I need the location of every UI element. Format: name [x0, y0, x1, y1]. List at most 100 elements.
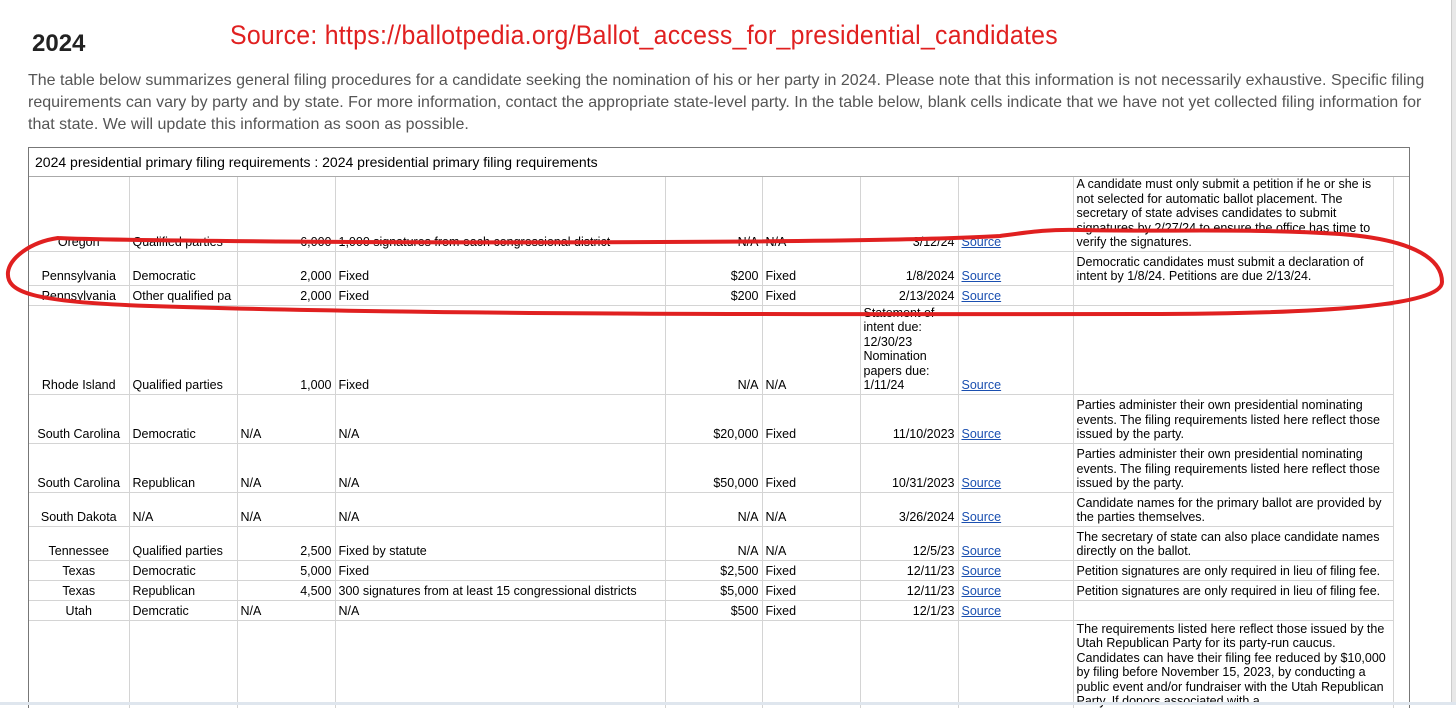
- fee-type-cell: Fixed: [762, 600, 861, 621]
- filing-fee-cell: N/A: [665, 305, 763, 395]
- state-cell: Texas: [29, 580, 130, 601]
- signature-method-cell: 2,000: [237, 285, 336, 306]
- source-link-cell: Source: [958, 285, 1074, 306]
- signature-method-cell: 6,000: [237, 177, 336, 252]
- section-heading: 2024: [32, 30, 86, 57]
- party-cell: Democratic: [129, 251, 238, 286]
- fee-type-cell: N/A: [762, 305, 861, 395]
- source-link[interactable]: Source: [961, 476, 1002, 490]
- state-cell: [29, 620, 130, 708]
- source-link-cell: Source: [958, 526, 1074, 561]
- deadline-cell: 12/5/23: [860, 526, 959, 561]
- table-row: The requirements listed here reflect tho…: [29, 620, 1394, 708]
- source-link-cell: Source: [958, 305, 1074, 395]
- filing-fee-cell: $2,500: [665, 560, 763, 581]
- deadline-cell: 10/31/2023: [860, 443, 959, 493]
- signature-type-cell: 300 signatures from at least 15 congress…: [335, 580, 666, 601]
- fee-type-cell: N/A: [762, 177, 861, 252]
- table-row: South Dakota N/A N/A N/A N/A N/A 3/26/2024 Sour…: [29, 492, 1394, 527]
- source-link-cell: Source: [958, 251, 1074, 286]
- table-row: Texas Republican 4,500 300 signatures from …: [29, 580, 1394, 601]
- table-row: Utah Demcratic N/A N/A $500 Fixed 12/1/23 Sourc…: [29, 600, 1394, 621]
- fee-type-cell: [762, 620, 861, 708]
- deadline-cell: 3/26/2024: [860, 492, 959, 527]
- deadline-cell: 3/12/24: [860, 177, 959, 252]
- bottom-border: [0, 702, 1456, 705]
- signature-type-cell: N/A: [335, 600, 666, 621]
- notes-cell: Petition signatures are only required in…: [1073, 580, 1394, 601]
- signature-method-cell: 1,000: [237, 305, 336, 395]
- signature-count: 2,500: [300, 544, 332, 558]
- deadline-cell: 12/11/23: [860, 560, 959, 581]
- state-cell: Pennsylvania: [29, 251, 130, 286]
- table-row: Pennsylvania Other qualified pa 2,000 Fixed…: [29, 285, 1394, 306]
- fee-type-cell: Fixed: [762, 443, 861, 493]
- party-cell: Republican: [129, 580, 238, 601]
- fee-type-cell: Fixed: [762, 285, 861, 306]
- scrollbar[interactable]: [1451, 0, 1456, 705]
- state-cell: Tennessee: [29, 526, 130, 561]
- signature-na: N/A: [240, 510, 262, 524]
- filing-fee-cell: $50,000: [665, 443, 763, 493]
- source-link[interactable]: Source: [961, 269, 1002, 283]
- deadline-cell: 1/8/2024: [860, 251, 959, 286]
- source-link[interactable]: Source: [961, 544, 1002, 558]
- deadline-cell: 12/1/23: [860, 600, 959, 621]
- party-cell: [129, 620, 238, 708]
- notes-cell: [1073, 305, 1394, 395]
- filing-fee-cell: $200: [665, 285, 763, 306]
- filing-fee-cell: $5,000: [665, 580, 763, 601]
- source-link-cell: Source: [958, 177, 1074, 252]
- table-row: Tennessee Qualified parties 2,500 Fixed by …: [29, 526, 1394, 561]
- table-row: Texas Democratic 5,000 Fixed $2,500 Fixed 12/1…: [29, 560, 1394, 581]
- signature-count: 1,000: [300, 378, 332, 392]
- source-link[interactable]: Source: [961, 564, 1002, 578]
- deadline-cell: [860, 620, 959, 708]
- table-row: South Carolina Republican N/A N/A $50,000 Fix…: [29, 443, 1394, 493]
- fee-type-cell: Fixed: [762, 580, 861, 601]
- source-link[interactable]: Source: [961, 510, 1002, 524]
- state-cell: Oregon: [29, 177, 130, 252]
- source-link[interactable]: Source: [961, 604, 1002, 618]
- signature-type-cell: 1,000 signatures from each congressional…: [335, 177, 666, 252]
- fee-type-cell: N/A: [762, 492, 861, 527]
- notes-cell: Parties administer their own presidentia…: [1073, 394, 1394, 444]
- signature-type-cell: Fixed: [335, 560, 666, 581]
- signature-method-cell: 5,000: [237, 560, 336, 581]
- fee-type-cell: N/A: [762, 526, 861, 561]
- source-annotation: Source: https://ballotpedia.org/Ballot_a…: [230, 20, 1058, 50]
- deadline-cell: 11/10/2023: [860, 394, 959, 444]
- filing-fee-cell: [665, 620, 763, 708]
- signature-count: 2,000: [300, 289, 332, 303]
- notes-cell: The requirements listed here reflect tho…: [1073, 620, 1394, 708]
- table-row: South Carolina Democratic N/A N/A $20,000 Fix…: [29, 394, 1394, 444]
- source-link[interactable]: Source: [961, 378, 1002, 392]
- state-cell: South Carolina: [29, 443, 130, 493]
- signature-type-cell: N/A: [335, 492, 666, 527]
- data-table: Oregon Qualified parties 6,000 1,000 signat…: [29, 177, 1394, 708]
- source-link-cell: Source: [958, 443, 1074, 493]
- signature-count: 2,000: [300, 269, 332, 283]
- source-link[interactable]: Source: [961, 235, 1002, 249]
- party-cell: Qualified parties: [129, 526, 238, 561]
- signature-method-cell: N/A: [237, 492, 336, 527]
- table-row: Pennsylvania Democratic 2,000 Fixed $200 Fixe…: [29, 251, 1394, 286]
- state-cell: Utah: [29, 600, 130, 621]
- source-link-cell: Source: [958, 492, 1074, 527]
- notes-cell: Parties administer their own presidentia…: [1073, 443, 1394, 493]
- deadline-cell: Statement of intent due: 12/30/23 Nomina…: [860, 305, 959, 395]
- source-link[interactable]: Source: [961, 584, 1002, 598]
- notes-cell: [1073, 285, 1394, 306]
- source-link-cell: Source: [958, 600, 1074, 621]
- signature-method-cell: 2,500: [237, 526, 336, 561]
- source-link[interactable]: Source: [961, 289, 1002, 303]
- signature-count: 6,000: [300, 235, 332, 249]
- fee-type-cell: Fixed: [762, 251, 861, 286]
- party-cell: N/A: [129, 492, 238, 527]
- filing-fee-cell: N/A: [665, 492, 763, 527]
- source-link-cell: Source: [958, 394, 1074, 444]
- filing-fee-cell: $500: [665, 600, 763, 621]
- filing-requirements-table: 2024 presidential primary filing require…: [28, 147, 1410, 708]
- source-link[interactable]: Source: [961, 427, 1002, 441]
- signature-method-cell: N/A: [237, 443, 336, 493]
